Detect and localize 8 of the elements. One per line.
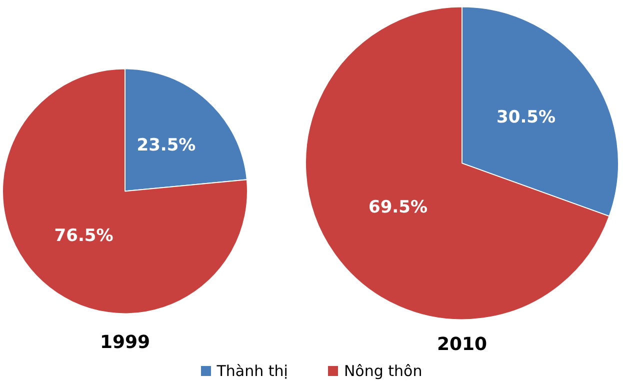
text: 2010 bbox=[436, 334, 488, 355]
legend-label: Nông thôn bbox=[344, 362, 422, 380]
data-label: 76.5% bbox=[54, 226, 114, 246]
legend-label: Thành thị bbox=[216, 362, 288, 380]
data-label: 23.5% bbox=[136, 135, 196, 156]
data-label: 69.5% bbox=[368, 198, 428, 218]
text: 1999 bbox=[100, 332, 150, 353]
data-label: 30.5% bbox=[496, 108, 556, 128]
